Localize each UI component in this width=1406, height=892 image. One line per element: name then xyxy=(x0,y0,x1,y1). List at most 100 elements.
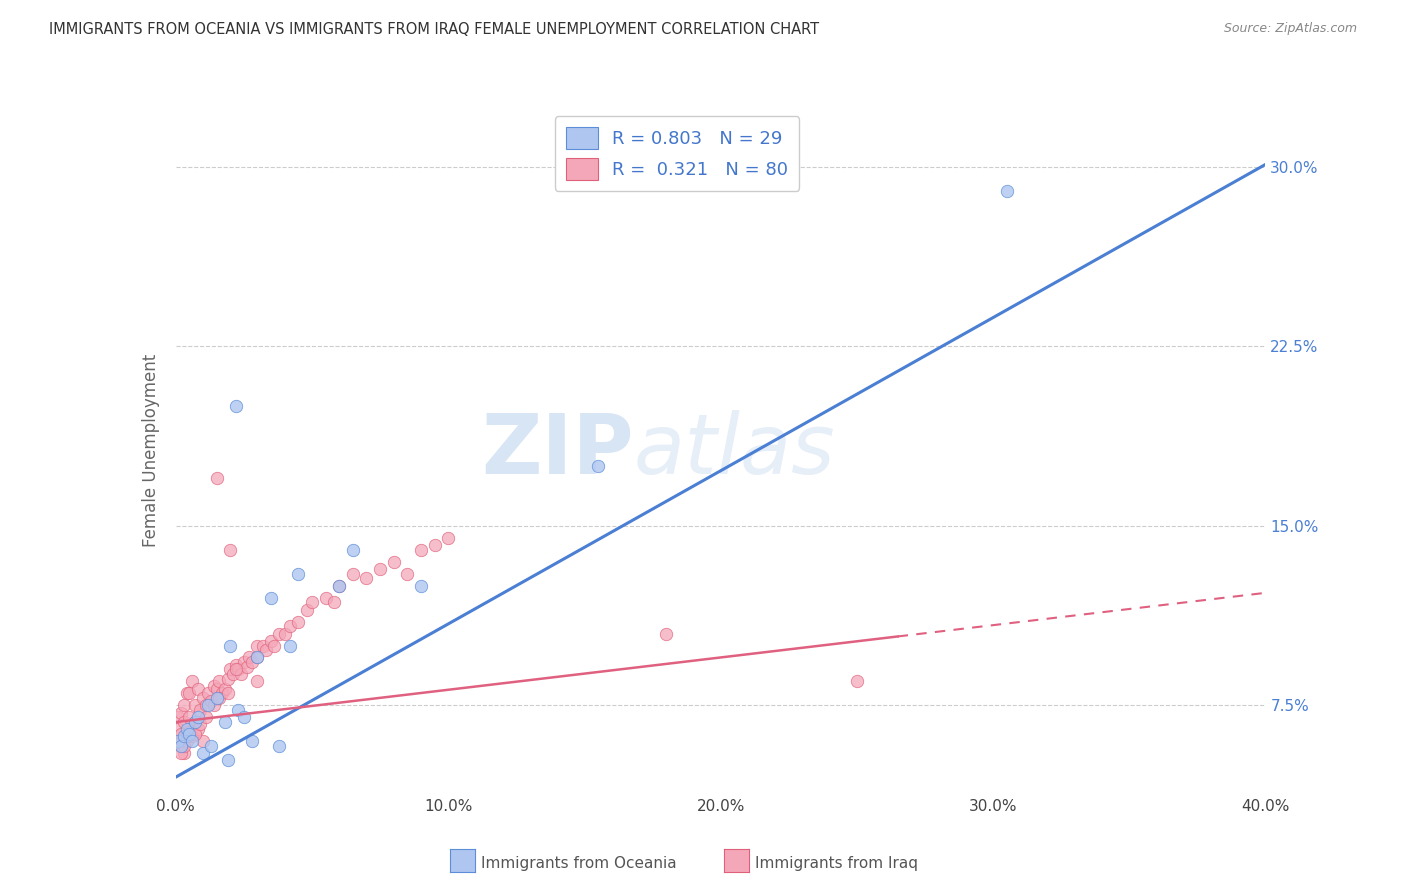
Point xyxy=(219,662,242,676)
Point xyxy=(225,657,247,672)
Point xyxy=(170,739,193,753)
Point xyxy=(173,698,195,713)
Point xyxy=(170,727,193,741)
Point xyxy=(205,691,228,706)
Point xyxy=(240,734,263,748)
Point xyxy=(191,734,214,748)
Point xyxy=(208,691,231,706)
Point xyxy=(217,753,239,767)
Point xyxy=(437,531,460,545)
Point xyxy=(176,723,198,737)
Point xyxy=(368,562,391,576)
Point xyxy=(260,591,283,605)
Point xyxy=(184,715,207,730)
Point xyxy=(315,591,337,605)
Point xyxy=(295,602,318,616)
Point xyxy=(655,626,678,640)
Point xyxy=(214,681,236,696)
Point xyxy=(184,727,207,741)
Point xyxy=(167,734,190,748)
Point xyxy=(186,710,209,724)
Point xyxy=(181,674,204,689)
Point xyxy=(328,579,350,593)
Text: Source: ZipAtlas.com: Source: ZipAtlas.com xyxy=(1223,22,1357,36)
Legend: R = 0.803   N = 29, R =  0.321   N = 80: R = 0.803 N = 29, R = 0.321 N = 80 xyxy=(555,116,799,191)
Point xyxy=(167,710,190,724)
Point xyxy=(246,650,269,665)
Point xyxy=(173,746,195,760)
Point xyxy=(191,746,214,760)
Point xyxy=(586,458,609,473)
Point xyxy=(238,650,260,665)
Point xyxy=(179,724,201,739)
Point xyxy=(188,703,211,717)
Point xyxy=(217,672,239,686)
Point xyxy=(342,542,364,557)
Point xyxy=(200,739,222,753)
Point xyxy=(246,639,269,653)
Point xyxy=(197,698,219,713)
Point xyxy=(409,579,432,593)
Point xyxy=(194,698,217,713)
Point xyxy=(205,471,228,485)
Point xyxy=(176,734,198,748)
Point xyxy=(382,555,405,569)
Point xyxy=(246,650,269,665)
Text: Immigrants from Oceania: Immigrants from Oceania xyxy=(481,856,676,871)
Point xyxy=(342,566,364,581)
Point xyxy=(176,686,198,700)
Point xyxy=(186,681,209,696)
Point xyxy=(219,639,242,653)
Point xyxy=(211,686,233,700)
Point xyxy=(263,639,285,653)
Point xyxy=(225,399,247,413)
Point xyxy=(176,730,198,744)
Point xyxy=(254,643,277,657)
Point xyxy=(240,655,263,669)
Point xyxy=(214,715,236,730)
Point xyxy=(396,566,419,581)
Point xyxy=(287,566,309,581)
Text: Immigrants from Iraq: Immigrants from Iraq xyxy=(755,856,918,871)
Point xyxy=(995,184,1018,198)
Point xyxy=(278,619,301,633)
Point xyxy=(269,739,291,753)
Point xyxy=(409,542,432,557)
Point xyxy=(197,686,219,700)
Point xyxy=(184,715,207,730)
Point xyxy=(191,691,214,706)
Point xyxy=(219,542,242,557)
Point xyxy=(356,572,378,586)
Point xyxy=(173,730,195,744)
Point xyxy=(208,674,231,689)
Point xyxy=(200,693,222,707)
Point xyxy=(228,703,250,717)
Point xyxy=(274,626,297,640)
Point xyxy=(287,615,309,629)
Point xyxy=(173,739,195,753)
Point xyxy=(269,626,291,640)
Point xyxy=(423,538,446,552)
Text: atlas: atlas xyxy=(633,410,835,491)
Point xyxy=(231,667,253,681)
Point xyxy=(252,639,274,653)
Point xyxy=(179,723,201,737)
Point xyxy=(186,723,209,737)
Point xyxy=(235,660,257,674)
Point xyxy=(179,727,201,741)
Point xyxy=(260,633,283,648)
Point xyxy=(301,595,323,609)
Point xyxy=(217,686,239,700)
Point xyxy=(194,710,217,724)
Point xyxy=(167,734,190,748)
Text: IMMIGRANTS FROM OCEANIA VS IMMIGRANTS FROM IRAQ FEMALE UNEMPLOYMENT CORRELATION : IMMIGRANTS FROM OCEANIA VS IMMIGRANTS FR… xyxy=(49,22,820,37)
Point xyxy=(845,674,868,689)
Point xyxy=(202,679,225,693)
Point xyxy=(222,667,245,681)
Point xyxy=(232,655,254,669)
Point xyxy=(328,579,350,593)
Text: ZIP: ZIP xyxy=(481,410,633,491)
Point xyxy=(322,595,344,609)
Point xyxy=(170,739,193,753)
Point xyxy=(181,734,204,748)
